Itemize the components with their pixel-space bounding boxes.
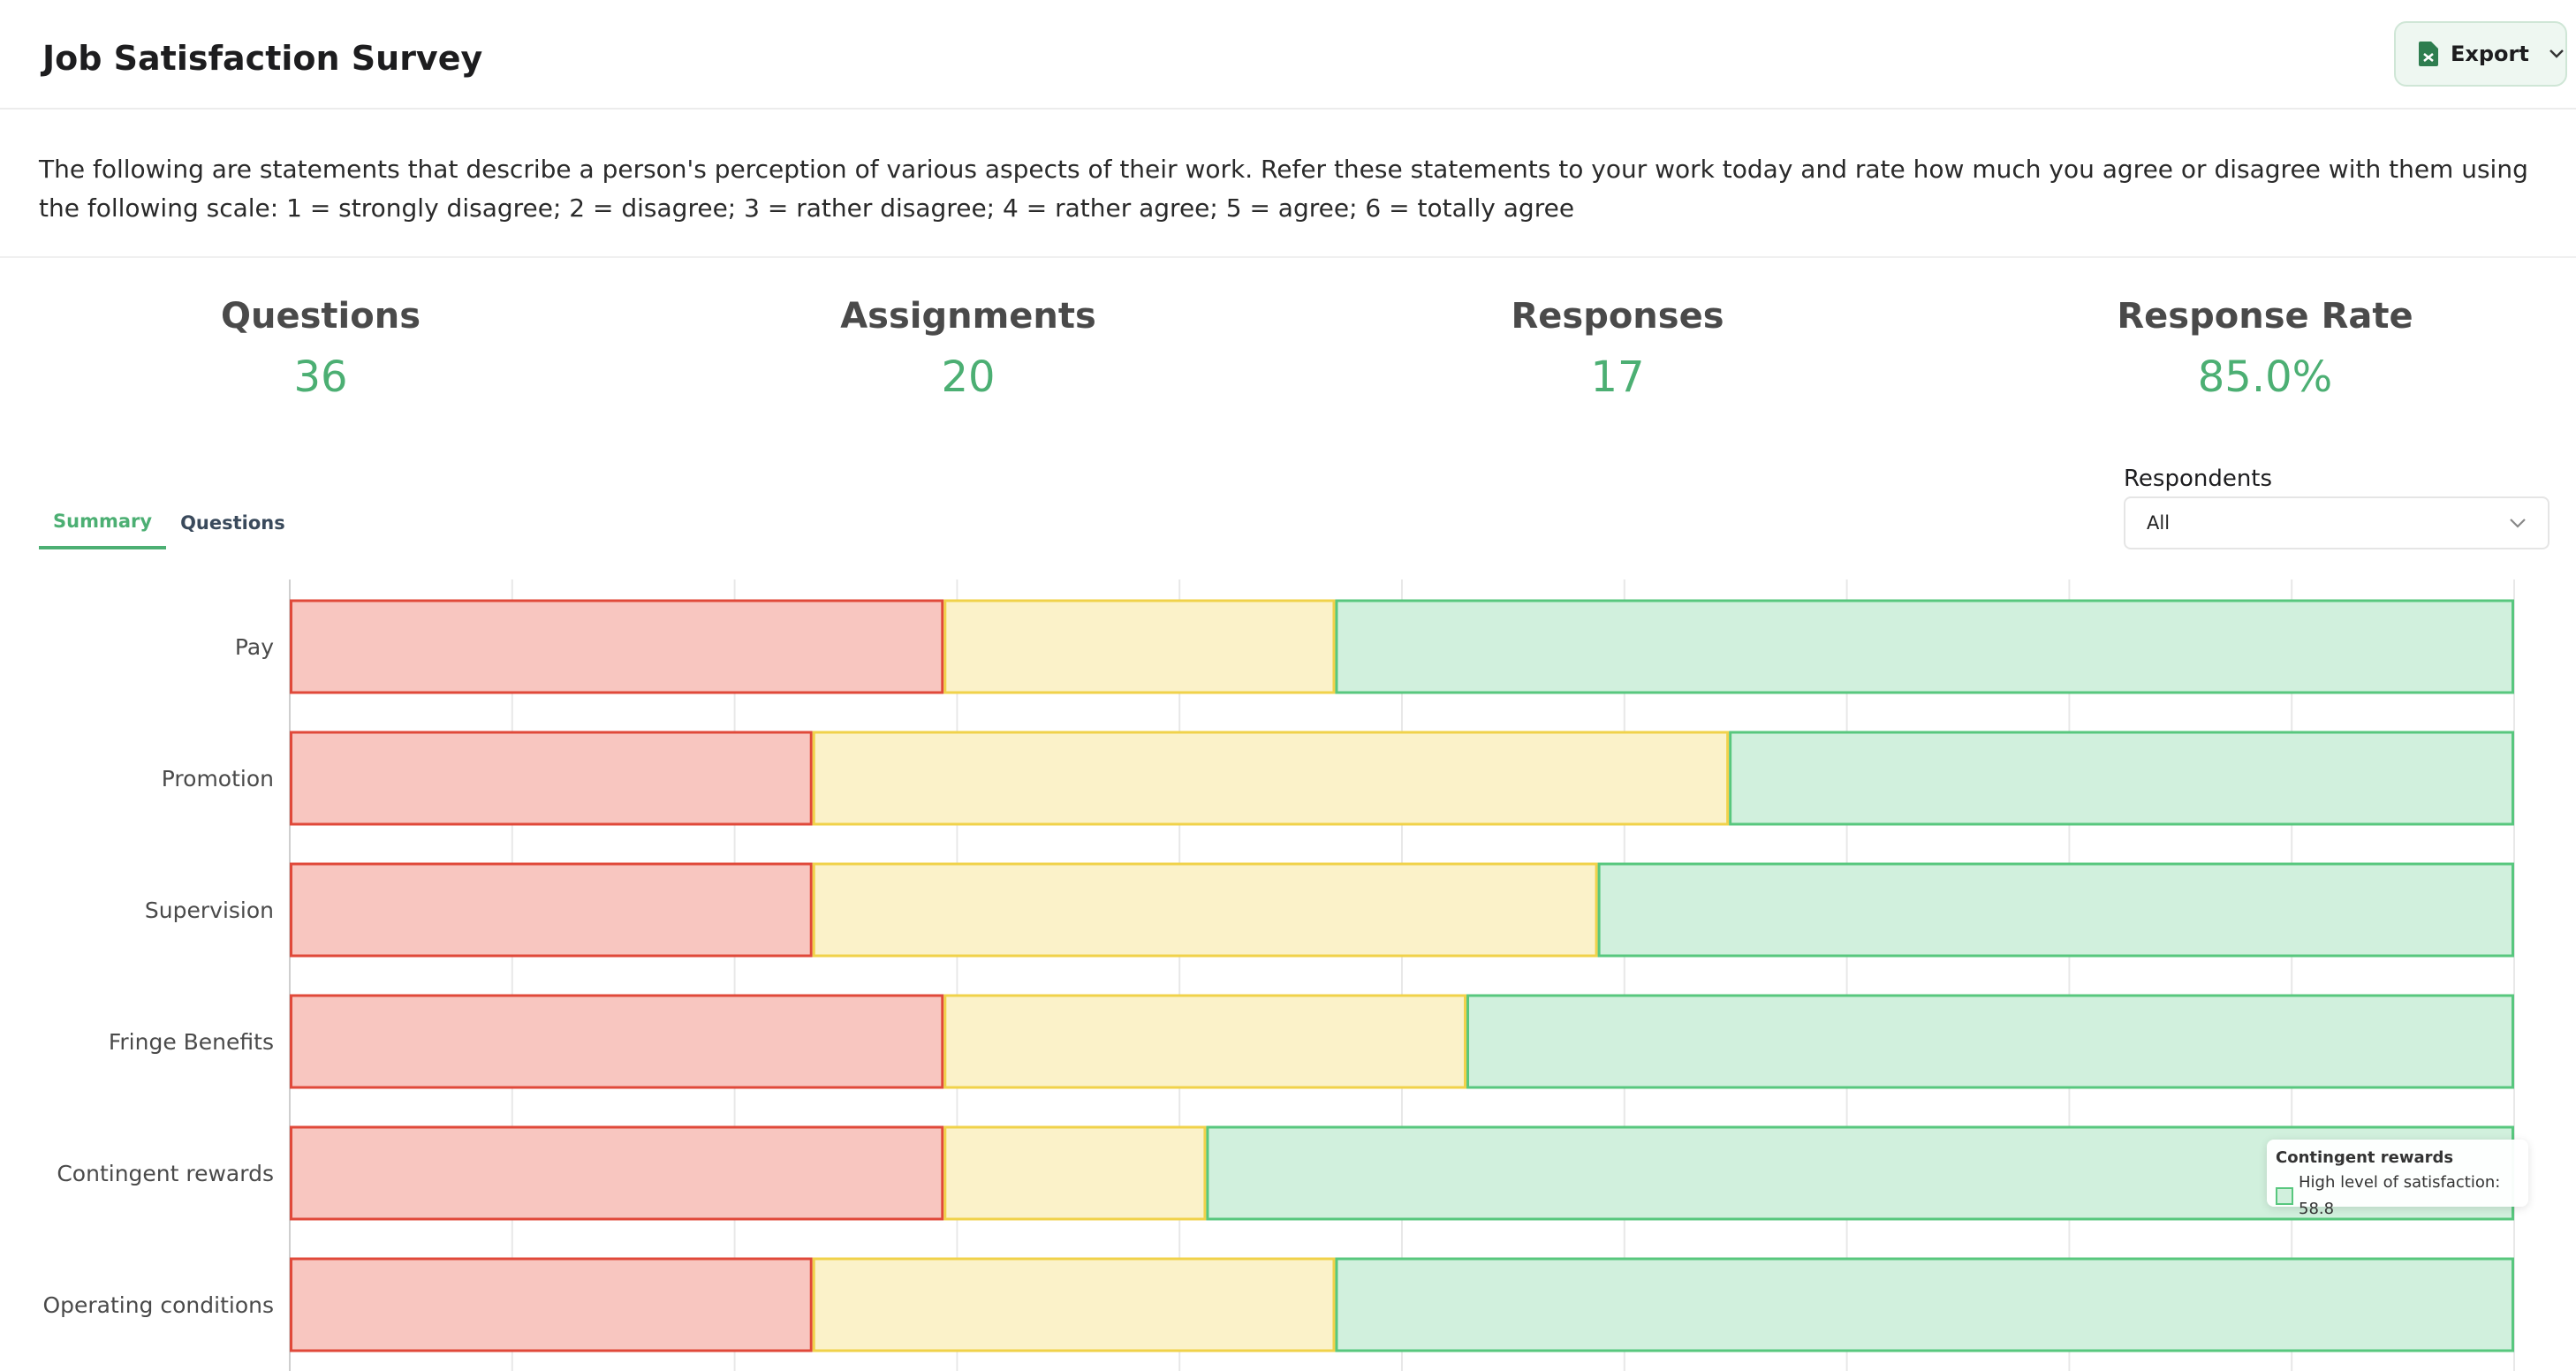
stat-responses: Responses 17 [1397, 292, 1838, 408]
bar-mid-fringe-benefits[interactable] [943, 994, 1467, 1089]
tab-questions[interactable]: Questions [180, 512, 285, 534]
page-title: Job Satisfaction Survey [42, 39, 483, 78]
y-axis-label: Contingent rewards [57, 1161, 274, 1186]
bar-low-pay[interactable] [290, 599, 944, 694]
y-axis-label: Operating conditions [42, 1292, 274, 1318]
tooltip-title: Contingent rewards [2276, 1148, 2454, 1167]
stat-value: 17 [1590, 352, 1645, 402]
bar-mid-operating-conditions[interactable] [812, 1257, 1336, 1352]
survey-description: The following are statements that descri… [39, 155, 2528, 223]
divider [0, 256, 2576, 258]
respondents-select[interactable]: All [2124, 496, 2549, 549]
bar-high-promotion[interactable] [1729, 731, 2514, 826]
bar-low-supervision[interactable] [290, 862, 813, 958]
stat-value: 20 [941, 352, 996, 402]
y-axis-labels: Pay Promotion Supervision Fringe Benefits Co… [42, 634, 274, 1318]
export-button[interactable]: Export [2394, 21, 2567, 87]
y-axis-label: Supervision [145, 898, 274, 923]
y-axis-label: Promotion [162, 766, 274, 792]
stat-value: 36 [293, 352, 348, 402]
bar-mid-contingent-rewards[interactable] [943, 1125, 1207, 1221]
bar-high-supervision[interactable] [1597, 862, 2514, 958]
chart-grid [289, 579, 2515, 1371]
bar-high-operating-conditions[interactable] [1335, 1257, 2514, 1352]
stat-value: 85.0% [2197, 352, 2333, 402]
bar-mid-supervision[interactable] [812, 862, 1598, 958]
chart-tooltip: Contingent rewards High level of satisfa… [2267, 1140, 2528, 1218]
y-axis-label: Fringe Benefits [109, 1029, 274, 1055]
bar-mid-pay[interactable] [943, 599, 1336, 694]
tooltip-text: High level of satisfaction: 58.8 [2299, 1173, 2501, 1218]
tooltip-swatch [2276, 1187, 2293, 1205]
stat-label: Assignments [840, 296, 1096, 337]
stat-assignments: Assignments 20 [747, 292, 1189, 408]
bar-high-fringe-benefits[interactable] [1466, 994, 2514, 1089]
tooltip-row: High level of satisfaction: 58.8 [2276, 1170, 2519, 1223]
bar-low-fringe-benefits[interactable] [290, 994, 944, 1089]
chevron-down-icon [2549, 49, 2564, 58]
y-axis-label: Pay [235, 634, 274, 660]
header: Job Satisfaction Survey Export [0, 0, 2576, 110]
tab-summary[interactable]: Summary [39, 496, 167, 549]
bar-low-operating-conditions[interactable] [290, 1257, 813, 1352]
stat-questions: Questions 36 [100, 292, 542, 408]
bar-low-contingent-rewards[interactable] [290, 1125, 944, 1221]
stat-label: Response Rate [2117, 296, 2413, 337]
stat-label: Questions [220, 296, 420, 337]
bar-high-pay[interactable] [1335, 599, 2514, 694]
stat-label: Responses [1511, 296, 1724, 337]
respondents-label: Respondents [2124, 466, 2273, 492]
respondents-selected-value: All [2147, 512, 2171, 534]
chevron-down-icon [2510, 519, 2526, 528]
spreadsheet-file-icon [2419, 42, 2438, 66]
satisfaction-bar-chart: Pay Promotion Supervision Fringe Benefits Co… [42, 579, 2515, 1371]
export-label: Export [2451, 42, 2529, 66]
bar-mid-promotion[interactable] [812, 731, 1730, 826]
stat-response-rate: Response Rate 85.0% [2044, 292, 2486, 408]
bar-low-promotion[interactable] [290, 731, 813, 826]
tab-bar: Summary Questions [39, 496, 299, 549]
